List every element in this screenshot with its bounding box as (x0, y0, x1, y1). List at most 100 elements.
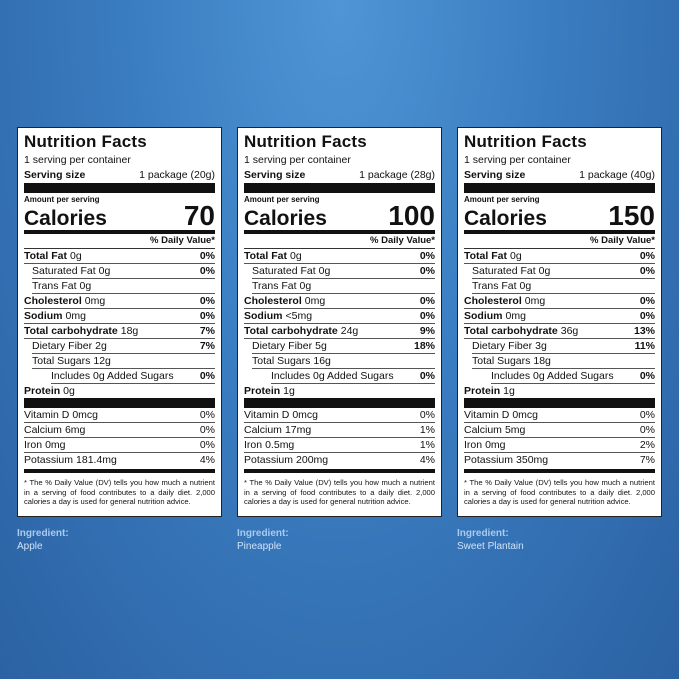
nutrient-name: Total Fat (24, 250, 67, 262)
nutrient-amount: 2g (95, 340, 107, 352)
nutrient-row: Protein 1g (244, 384, 435, 398)
nutrient-name: Dietary Fiber (472, 340, 533, 352)
nutrient-amount: <5mg (285, 310, 313, 322)
nutrient-name: Protein (464, 385, 501, 397)
daily-value: 0% (199, 409, 215, 421)
servings: 1 serving per container (24, 154, 131, 166)
footnote: * The % Daily Value (DV) tells you how m… (24, 478, 215, 506)
nutrient: Dietary Fiber 3g (472, 339, 547, 353)
nutrient-name: Dietary Fiber (252, 340, 313, 352)
nutrient-row: Calcium 17mg 1% (244, 423, 435, 438)
daily-value: 0% (639, 370, 655, 382)
nutrition-label: Nutrition Facts 1 serving per container Se… (17, 127, 222, 517)
nutrient-row: Cholesterol 0mg 0% (244, 294, 435, 309)
nutrient-name: Iron (244, 439, 263, 451)
serving-size: Serving size 1 package (20g) (24, 167, 215, 183)
nutrient-row: Protein 1g (464, 384, 655, 398)
daily-value: 4% (419, 454, 435, 466)
nutrient-row: Saturated Fat 0g 0% (32, 264, 215, 279)
nutrient-amount: 12g (93, 355, 111, 367)
nutrient-amount: 181.4mg (76, 454, 117, 466)
nutrient-name: Protein (24, 385, 61, 397)
nutrient-row: Cholesterol 0mg 0% (464, 294, 655, 309)
footnote: * The % Daily Value (DV) tells you how m… (464, 478, 655, 506)
nutrient-name: Total Sugars (32, 355, 91, 367)
nutrient-name: Iron (24, 439, 43, 451)
nutrient-row: Dietary Fiber 5g 18% (252, 339, 435, 354)
medium-rule (24, 230, 215, 234)
thick-rule (464, 183, 655, 193)
nutrition-label: Nutrition Facts 1 serving per container Se… (457, 127, 662, 517)
thick-rule (464, 398, 655, 408)
nutrient: Trans Fat 0g (32, 279, 91, 293)
nutrient-row: Dietary Fiber 2g 7% (32, 339, 215, 354)
nutrient-name: Saturated Fat (252, 265, 316, 277)
nutrient-row: Vitamin D 0mcg 0% (24, 408, 215, 423)
nutrient-row: Protein 0g (24, 384, 215, 398)
nutrient: Sodium <5mg (244, 309, 312, 323)
daily-value: 2% (639, 439, 655, 451)
medium-rule (24, 469, 215, 473)
nutrient-name: Trans Fat (32, 280, 77, 292)
nutrient-name: Total carbohydrate (464, 325, 558, 337)
nutrient-amount: 36g (560, 325, 579, 337)
ingredient-label: Ingredient: (17, 528, 69, 539)
daily-value: 13% (633, 325, 655, 337)
daily-value: 11% (634, 340, 655, 352)
thick-rule (24, 183, 215, 193)
dv-header: % Daily Value* (244, 234, 435, 249)
nutrient-row: Iron 0.5mg 1% (244, 438, 435, 453)
nutrient-amount: 0mg (304, 295, 326, 307)
serving-size: Serving size 1 package (28g) (244, 167, 435, 183)
nutrient-name: Includes 0g Added Sugars (51, 370, 174, 382)
nutrient-amount: 0mcg (292, 409, 319, 421)
nutrient-amount: 200mg (296, 454, 329, 466)
daily-value: 0% (419, 409, 435, 421)
ingredient: Ingredient: Apple (17, 527, 69, 553)
nutrient-amount: 0mcg (512, 409, 539, 421)
daily-value: 0% (199, 424, 215, 436)
nutrient: Protein 0g (24, 384, 75, 398)
serving-size-value: 1 package (28g) (359, 169, 435, 181)
nutrient: Calcium 17mg (244, 423, 311, 437)
nutrient-row: Includes 0g Added Sugars 0% (271, 369, 435, 384)
calories-label: Calories (244, 207, 327, 230)
nutrient: Sodium 0mg (24, 309, 86, 323)
nutrient: Total Fat 0g (464, 249, 522, 263)
nutrient: Total Sugars 16g (252, 354, 331, 368)
serving-size-value: 1 package (40g) (579, 169, 655, 181)
nutrient-name: Total Sugars (472, 355, 531, 367)
nutrient-amount: 18g (533, 355, 551, 367)
medium-rule (244, 230, 435, 234)
nutrient-amount: 0mg (524, 295, 546, 307)
nutrient-name: Cholesterol (244, 295, 302, 307)
ingredient-label: Ingredient: (457, 528, 509, 539)
nutrient-name: Calcium (244, 424, 282, 436)
serving-size-value: 1 package (20g) (139, 169, 215, 181)
nutrient-row: Includes 0g Added Sugars 0% (51, 369, 215, 384)
nutrient-row: Trans Fat 0g (472, 279, 655, 294)
nutrient-row: Total Fat 0g 0% (464, 249, 655, 264)
nutrient-row: Total Fat 0g 0% (244, 249, 435, 264)
nutrient: Total carbohydrate 18g (24, 324, 138, 338)
daily-value: 0% (639, 250, 655, 262)
nutrient-amount: 0mcg (72, 409, 99, 421)
nutrient-row: Calcium 6mg 0% (24, 423, 215, 438)
ingredient-label: Ingredient: (237, 528, 289, 539)
nutrient: Iron 0.5mg (244, 438, 294, 452)
daily-value: 0% (419, 250, 435, 262)
nutrient-row: Potassium 200mg 4% (244, 453, 435, 467)
nutrient-row: Trans Fat 0g (32, 279, 215, 294)
daily-value: 0% (419, 295, 435, 307)
serving-size-label: Serving size (24, 169, 86, 181)
nutrient-amount: 3g (535, 340, 547, 352)
daily-value: 18% (413, 340, 435, 352)
daily-value: 0% (199, 370, 215, 382)
nutrient: Saturated Fat 0g (472, 264, 550, 278)
nutrient: Iron 0mg (24, 438, 66, 452)
daily-value: 0% (199, 310, 215, 322)
nutrient: Vitamin D 0mcg (244, 408, 318, 422)
nutrient-name: Total carbohydrate (244, 325, 338, 337)
calories: Calories 70 (24, 202, 215, 231)
